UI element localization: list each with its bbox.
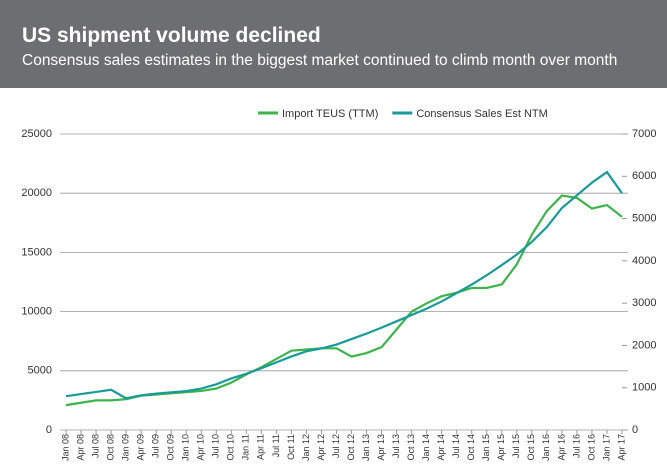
x-tick-label: Jan 11 — [241, 434, 251, 460]
x-tick-label: Jul 11 — [271, 434, 281, 457]
y2-tick-label: 6000 — [632, 170, 656, 182]
x-tick-label: Jul 15 — [511, 434, 521, 458]
x-tick-label: Apr 10 — [196, 434, 206, 461]
y-tick-label: 10000 — [21, 306, 52, 318]
legend-label: Import TEUS (TTM) — [282, 108, 378, 120]
header: US shipment volume declined Consensus sa… — [0, 0, 667, 88]
x-tick-label: Jul 12 — [331, 434, 341, 458]
x-tick-label: Jan 08 — [60, 434, 70, 461]
x-tick-label: Jul 14 — [451, 434, 461, 458]
x-tick-label: Jan 13 — [361, 434, 371, 461]
x-tick-label: Jul 13 — [391, 434, 401, 458]
y-tick-label: 25000 — [21, 128, 52, 140]
x-tick-label: Jan 12 — [301, 434, 311, 461]
x-tick-label: Jul 10 — [211, 434, 221, 458]
x-tick-label: Jan 10 — [181, 434, 191, 461]
x-tick-label: Oct 14 — [466, 434, 476, 461]
x-tick-label: Apr 13 — [376, 434, 386, 461]
x-tick-label: Apr 11 — [256, 434, 266, 460]
chart-title: US shipment volume declined — [22, 24, 321, 47]
y2-tick-label: 7000 — [632, 128, 656, 140]
x-tick-label: Oct 15 — [526, 434, 536, 461]
chart-subtitle: Consensus sales estimates in the biggest… — [22, 52, 618, 69]
x-tick-label: Apr 08 — [75, 434, 85, 461]
y-tick-label: 5000 — [28, 365, 52, 377]
x-tick-label: Jan 16 — [541, 434, 551, 461]
x-tick-label: Oct 09 — [166, 434, 176, 461]
x-tick-label: Apr 16 — [556, 434, 566, 461]
y2-tick-label: 3000 — [632, 297, 656, 309]
y2-tick-label: 0 — [632, 424, 638, 436]
y-tick-label: 0 — [46, 424, 52, 436]
y-tick-label: 20000 — [21, 187, 52, 199]
legend-label: Consensus Sales Est NTM — [416, 108, 547, 120]
x-tick-label: Oct 12 — [346, 434, 356, 461]
x-tick-label: Oct 13 — [406, 434, 416, 461]
x-tick-label: Oct 10 — [226, 434, 236, 461]
x-tick-label: Oct 08 — [105, 434, 115, 461]
x-tick-label: Oct 16 — [586, 434, 596, 461]
y2-tick-label: 1000 — [632, 382, 656, 394]
y2-tick-label: 5000 — [632, 212, 656, 224]
x-tick-label: Apr 12 — [316, 434, 326, 461]
x-tick-label: Jul 09 — [151, 434, 161, 458]
series-line — [65, 170, 623, 400]
y-tick-label: 15000 — [21, 246, 52, 258]
y2-tick-label: 4000 — [632, 255, 656, 267]
x-tick-label: Apr 15 — [496, 434, 506, 461]
x-tick-label: Jan 15 — [481, 434, 491, 461]
x-tick-label: Jan 14 — [421, 434, 431, 461]
series-line — [65, 194, 623, 407]
x-tick-label: Apr 09 — [136, 434, 146, 461]
x-tick-label: Apr 14 — [436, 434, 446, 461]
x-tick-label: Jan 09 — [120, 434, 130, 461]
y2-tick-label: 2000 — [632, 339, 656, 351]
x-tick-label: Jul 08 — [90, 434, 100, 458]
x-tick-label: Oct 11 — [286, 434, 296, 460]
x-tick-label: Apr 17 — [616, 434, 626, 461]
x-tick-label: Jul 16 — [571, 434, 581, 458]
x-tick-label: Jan 17 — [601, 434, 611, 461]
